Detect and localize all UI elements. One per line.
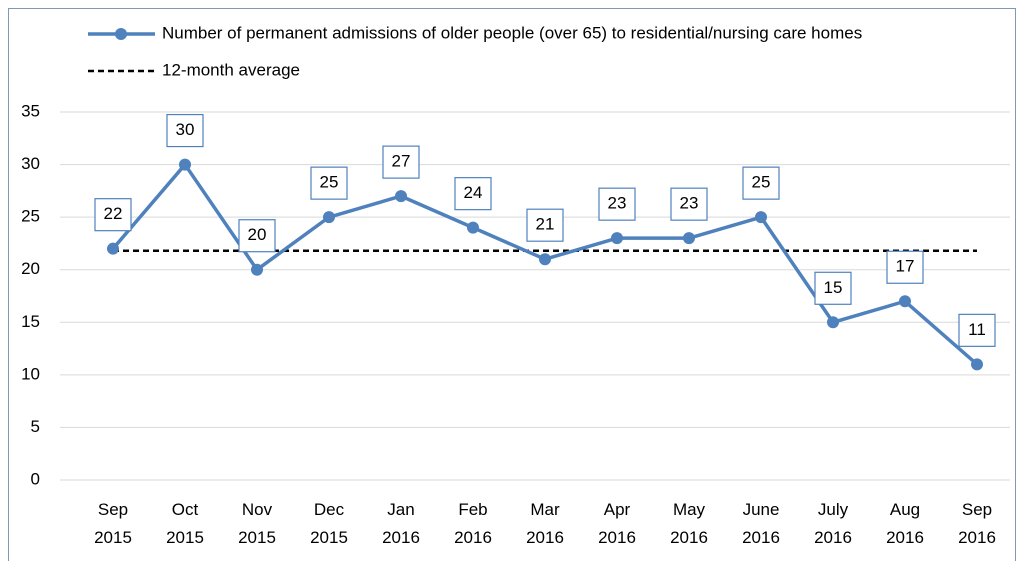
data-label: 22 (104, 204, 123, 223)
y-tick-label: 35 (21, 101, 40, 120)
point (395, 190, 407, 203)
point (755, 211, 767, 224)
data-label: 11 (968, 320, 986, 339)
x-tick-label: May 2016 (670, 500, 708, 547)
data-label-box (238, 219, 276, 253)
data-label-box (454, 177, 492, 211)
data-label-box (166, 113, 204, 148)
data-label: 17 (896, 257, 915, 276)
chart-border (8, 8, 1016, 561)
point (683, 232, 695, 245)
y-tick-label: 0 (31, 469, 40, 488)
point (899, 295, 911, 308)
y-tick-label: 5 (31, 417, 40, 436)
point (323, 211, 335, 224)
x-tick-label: Aug 2016 (886, 500, 924, 547)
point (467, 221, 479, 234)
data-label: 20 (248, 225, 267, 244)
data-label-box (814, 271, 852, 305)
x-tick-label: Dec 2015 (310, 500, 348, 547)
point (539, 253, 551, 266)
point (251, 263, 263, 276)
x-tick-label: June 2016 (742, 500, 780, 547)
y-tick-label: 25 (21, 207, 40, 226)
point (611, 232, 623, 245)
data-label: 21 (536, 215, 555, 234)
data-label-box (958, 313, 996, 347)
data-label: 25 (752, 173, 771, 192)
x-tick-label: Nov 2015 (238, 500, 276, 547)
data-label: 24 (464, 183, 483, 202)
x-tick-label: Feb 2016 (454, 500, 492, 547)
data-label-box (742, 166, 780, 200)
x-tick-label: Sep 2015 (94, 500, 132, 547)
point (827, 316, 839, 329)
x-tick-label: Apr 2016 (598, 500, 636, 547)
data-label-box (886, 250, 924, 284)
x-tick-label: Sep 2016 (958, 500, 996, 547)
point (107, 242, 119, 255)
data-label: 15 (824, 278, 843, 297)
y-tick-label: 30 (21, 154, 40, 173)
x-tick-label: July 2016 (814, 500, 852, 547)
point (179, 158, 191, 171)
data-label: 30 (176, 120, 195, 139)
y-tick-label: 20 (21, 259, 40, 278)
legend-label: Number of permanent admissions of older … (162, 23, 862, 42)
data-label-box (598, 187, 636, 221)
data-label-box (94, 198, 132, 232)
x-tick-label: Oct 2015 (166, 500, 204, 547)
data-label-box (526, 208, 564, 242)
point (971, 358, 983, 371)
data-label: 25 (320, 173, 339, 192)
x-tick-label: Mar 2016 (526, 500, 564, 547)
y-tick-label: 15 (21, 312, 40, 331)
data-label: 23 (608, 194, 627, 213)
data-label-box (670, 187, 708, 221)
legend-marker (115, 28, 127, 40)
data-label: 27 (392, 152, 411, 171)
legend-label: 12-month average (162, 60, 300, 79)
data-label: 23 (680, 194, 699, 213)
y-tick-label: 10 (21, 364, 40, 383)
x-tick-label: Jan 2016 (382, 500, 420, 547)
data-label-box (382, 145, 420, 179)
data-label-box (310, 166, 348, 200)
